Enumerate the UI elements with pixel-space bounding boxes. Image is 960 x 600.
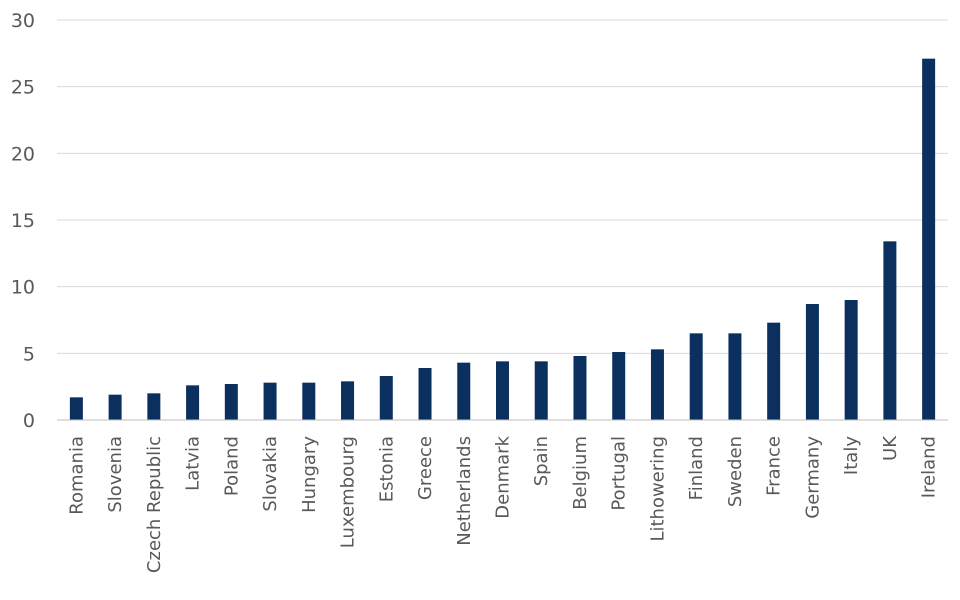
bar-czech-republic bbox=[147, 393, 161, 420]
y-tick-label: 5 bbox=[23, 343, 35, 365]
gridlines bbox=[57, 19, 948, 354]
bar-finland bbox=[689, 333, 703, 420]
y-tick-label: 15 bbox=[11, 210, 35, 232]
x-category-label: France bbox=[764, 436, 785, 496]
y-tick-label: 20 bbox=[11, 143, 35, 165]
x-category-label: Denmark bbox=[493, 435, 514, 518]
x-category-label: Slovenia bbox=[105, 436, 126, 513]
y-tick-label: 30 bbox=[11, 10, 35, 32]
x-category-label: Poland bbox=[221, 436, 242, 496]
x-category-label: Netherlands bbox=[454, 436, 475, 546]
bar-portugal bbox=[612, 352, 626, 420]
x-category-label: Sweden bbox=[725, 436, 746, 507]
x-category-label: Portugal bbox=[609, 436, 630, 511]
bar-slovenia bbox=[108, 394, 122, 420]
bar-lithowering bbox=[650, 349, 664, 420]
x-category-label: Greece bbox=[415, 436, 436, 500]
x-category-label: UK bbox=[880, 435, 901, 461]
bar-italy bbox=[844, 300, 858, 420]
bar-denmark bbox=[496, 361, 509, 420]
bar-ireland bbox=[922, 58, 936, 421]
x-category-label: Belgium bbox=[570, 436, 591, 510]
bar-spain bbox=[534, 361, 548, 420]
bar-romania bbox=[69, 397, 83, 420]
x-category-label: Ireland bbox=[919, 436, 940, 498]
bar-slovakia bbox=[263, 382, 277, 420]
x-category-label: Latvia bbox=[183, 436, 204, 491]
bar-estonia bbox=[379, 376, 393, 420]
x-category-label: Slovakia bbox=[260, 436, 281, 512]
x-category-label: Estonia bbox=[376, 436, 397, 502]
bar-germany bbox=[805, 304, 819, 420]
bar-poland bbox=[224, 384, 238, 420]
x-category-label: Romania bbox=[66, 436, 87, 515]
bars bbox=[69, 58, 936, 421]
x-category-label: Germany bbox=[802, 436, 823, 519]
bar-latvia bbox=[186, 385, 200, 420]
bar-hungary bbox=[302, 382, 316, 420]
bar-greece bbox=[418, 368, 432, 420]
x-category-label: Spain bbox=[531, 436, 552, 486]
bar-netherlands bbox=[457, 362, 471, 420]
x-category-label: Italy bbox=[841, 436, 862, 475]
x-axis-category-labels: Romania Slovenia Czech Republic Latvia Polan… bbox=[66, 435, 939, 573]
x-category-label: Lithowering bbox=[647, 436, 668, 542]
x-category-label: Luxembourg bbox=[338, 436, 359, 548]
y-tick-label: 0 bbox=[23, 410, 35, 432]
bar-luxembourg bbox=[341, 381, 355, 420]
bar-uk bbox=[883, 241, 897, 420]
x-category-label: Czech Republic bbox=[144, 436, 165, 573]
bar-france bbox=[767, 322, 781, 420]
x-category-label: Finland bbox=[686, 436, 707, 500]
y-axis-tick-labels: 0 5 10 15 20 25 30 bbox=[11, 10, 35, 432]
x-category-label: Hungary bbox=[299, 436, 320, 513]
bar-belgium bbox=[573, 356, 587, 420]
y-tick-label: 10 bbox=[11, 277, 35, 299]
bar-sweden bbox=[728, 333, 742, 420]
y-tick-label: 25 bbox=[11, 77, 35, 99]
